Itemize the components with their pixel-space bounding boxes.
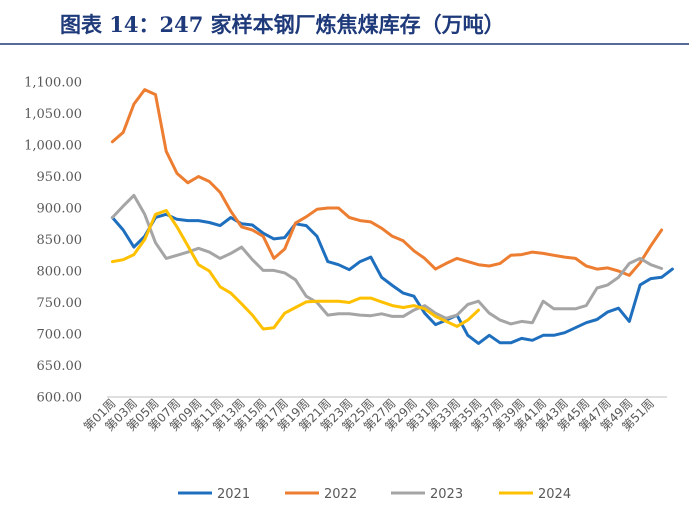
y-axis-ticks: 1,100.00 1,050.00 1,000.00 950.00 900.00 850.… xyxy=(24,76,82,406)
y-tick-label: 650.00 xyxy=(37,359,83,374)
series-line-2021 xyxy=(110,212,674,345)
chart-title: 图表 14：247 家样本钢厂炼焦煤库存（万吨） xyxy=(60,12,505,37)
y-tick-label: 1,000.00 xyxy=(24,139,82,154)
legend-label-2024: 2024 xyxy=(538,487,571,502)
y-tick-label: 1,100.00 xyxy=(24,76,82,91)
x-axis: 第01周第03周第05周第07周第09周第11周第13周第15周第17周第19周… xyxy=(81,396,667,434)
legend-label-2021: 2021 xyxy=(217,487,250,502)
legend-label-2022: 2022 xyxy=(324,487,357,502)
series-line-2023 xyxy=(110,193,664,326)
series-line-2022 xyxy=(110,88,664,277)
series-line-2024 xyxy=(110,209,480,331)
y-tick-label: 850.00 xyxy=(37,233,83,248)
y-tick-label: 700.00 xyxy=(37,328,83,343)
y-tick-label: 600.00 xyxy=(37,391,83,406)
y-tick-label: 750.00 xyxy=(37,296,83,311)
y-tick-label: 900.00 xyxy=(37,202,83,217)
y-tick-label: 800.00 xyxy=(37,265,83,280)
legend: 2021 2022 2023 2024 xyxy=(178,487,571,502)
y-tick-label: 950.00 xyxy=(37,170,83,185)
legend-label-2023: 2023 xyxy=(430,487,463,502)
y-tick-label: 1,050.00 xyxy=(24,107,82,122)
series-lines xyxy=(110,88,674,345)
